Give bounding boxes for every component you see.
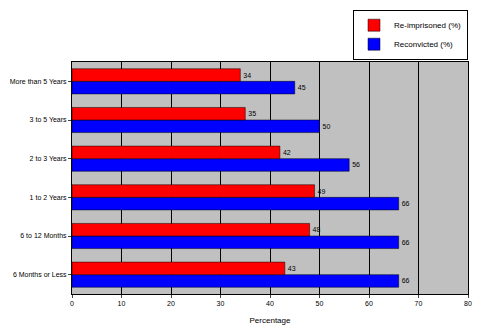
- svg-text:1 to 2 Years: 1 to 2 Years: [30, 194, 67, 201]
- svg-text:10: 10: [118, 300, 126, 307]
- svg-text:66: 66: [402, 239, 410, 246]
- svg-text:6 to 12 Months: 6 to 12 Months: [20, 232, 67, 239]
- svg-text:Reconvicted (%): Reconvicted (%): [394, 40, 453, 49]
- svg-text:6 Months or Less: 6 Months or Less: [13, 271, 67, 278]
- svg-text:More than 5 Years: More than 5 Years: [10, 78, 67, 85]
- svg-text:2 to 3 Years: 2 to 3 Years: [30, 155, 67, 162]
- svg-text:42: 42: [283, 149, 291, 156]
- svg-text:70: 70: [415, 300, 423, 307]
- svg-text:Re-imprisoned (%): Re-imprisoned (%): [394, 21, 461, 30]
- svg-text:80: 80: [464, 300, 472, 307]
- svg-text:Percentage: Percentage: [250, 316, 291, 325]
- svg-text:50: 50: [316, 300, 324, 307]
- svg-text:56: 56: [352, 161, 360, 168]
- svg-text:35: 35: [248, 110, 256, 117]
- svg-text:48: 48: [313, 226, 321, 233]
- svg-text:66: 66: [402, 277, 410, 284]
- svg-text:45: 45: [298, 84, 306, 91]
- svg-text:50: 50: [323, 123, 331, 130]
- svg-text:40: 40: [266, 300, 274, 307]
- svg-text:3 to 5 Years: 3 to 5 Years: [30, 116, 67, 123]
- svg-text:43: 43: [288, 265, 296, 272]
- svg-text:34: 34: [243, 72, 251, 79]
- svg-text:49: 49: [318, 188, 326, 195]
- svg-text:66: 66: [402, 200, 410, 207]
- svg-text:0: 0: [70, 300, 74, 307]
- svg-text:20: 20: [167, 300, 175, 307]
- svg-text:60: 60: [365, 300, 373, 307]
- svg-text:30: 30: [217, 300, 225, 307]
